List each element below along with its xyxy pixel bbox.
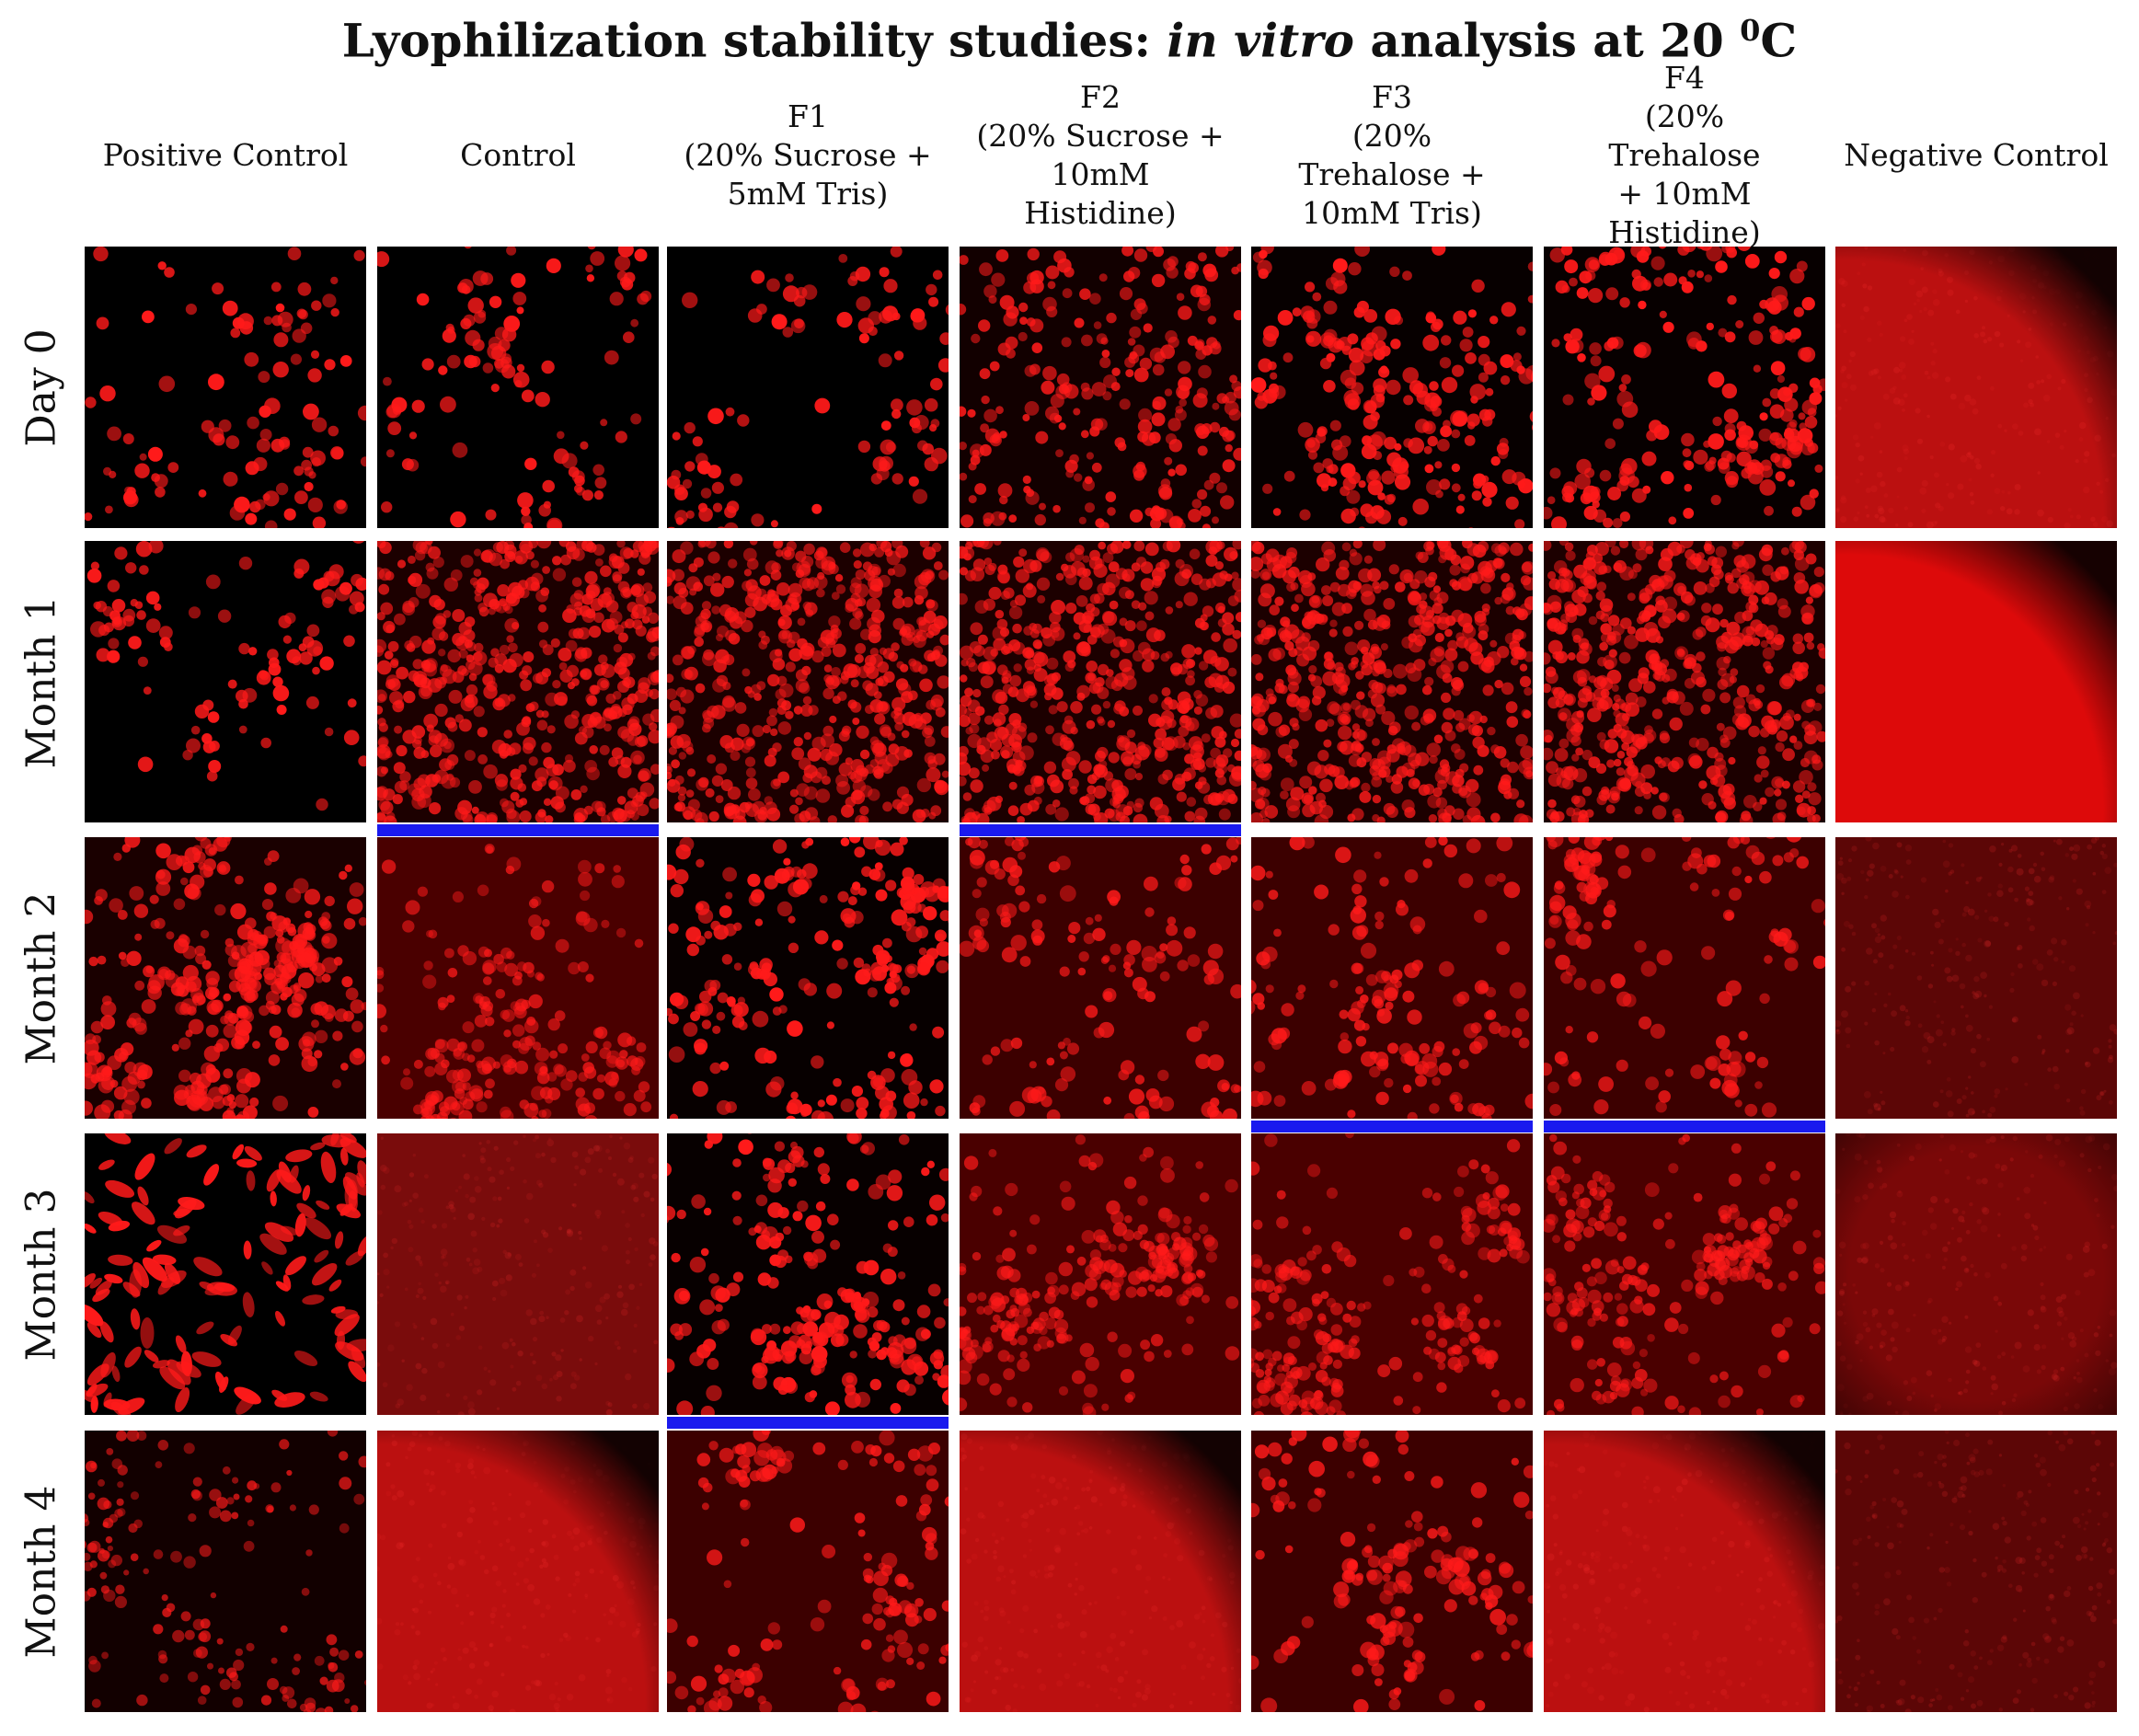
micrograph-month-2-f1 bbox=[667, 837, 949, 1119]
micrograph-day-0-f1 bbox=[667, 247, 949, 528]
row-label-text: Month 4 bbox=[17, 1485, 65, 1658]
flag-bar bbox=[1251, 1121, 1533, 1132]
row-label-month-2: Month 2 bbox=[0, 837, 83, 1119]
micrograph-day-0-positive-control bbox=[85, 247, 366, 528]
row-label-month-4: Month 4 bbox=[0, 1431, 83, 1712]
fluorescence-image bbox=[1251, 541, 1533, 822]
title-suffix: C bbox=[1760, 13, 1798, 68]
fluorescence-image bbox=[960, 837, 1241, 1119]
fluorescence-image bbox=[1544, 541, 1825, 822]
micrograph-month-1-f2 bbox=[960, 541, 1241, 822]
flag-bar bbox=[960, 824, 1241, 836]
micrograph-day-0-f3 bbox=[1251, 247, 1533, 528]
fluorescence-image bbox=[960, 1431, 1241, 1712]
fluorescence-image bbox=[667, 541, 949, 822]
row-label-text: Month 2 bbox=[17, 891, 65, 1064]
row-label-day-0: Day 0 bbox=[0, 247, 83, 528]
fluorescence-image bbox=[1835, 247, 2117, 528]
micrograph-month-1-f3 bbox=[1251, 541, 1533, 822]
column-header-f3: F3 (20% Trehalose + 10mM Tris) bbox=[1298, 78, 1486, 231]
micrograph-month-3-control bbox=[377, 1133, 659, 1415]
fluorescence-image bbox=[667, 1133, 949, 1415]
micrograph-month-4-positive-control bbox=[85, 1431, 366, 1712]
fluorescence-image bbox=[85, 247, 366, 528]
micrograph-month-1-control bbox=[377, 541, 659, 822]
micrograph-day-0-f2 bbox=[960, 247, 1241, 528]
micrograph-month-2-control bbox=[377, 837, 659, 1119]
fluorescence-image bbox=[377, 541, 659, 822]
micrograph-month-2-negative-control bbox=[1835, 837, 2117, 1119]
title-italic: in vitro bbox=[1167, 13, 1354, 68]
fluorescence-image bbox=[667, 247, 949, 528]
fluorescence-image bbox=[1251, 247, 1533, 528]
fluorescence-image bbox=[1835, 1431, 2117, 1712]
micrograph-month-4-f3 bbox=[1251, 1431, 1533, 1712]
fluorescence-image bbox=[960, 247, 1241, 528]
micrograph-month-1-positive-control bbox=[85, 541, 366, 822]
fluorescence-image bbox=[667, 837, 949, 1119]
micrograph-month-1-negative-control bbox=[1835, 541, 2117, 822]
fluorescence-image bbox=[85, 541, 366, 822]
micrograph-month-3-f4 bbox=[1544, 1133, 1825, 1415]
fluorescence-image bbox=[377, 1133, 659, 1415]
column-header-f2: F2 (20% Sucrose + 10mM Histidine) bbox=[976, 78, 1225, 231]
micrograph-month-4-f1 bbox=[667, 1431, 949, 1712]
flag-bar bbox=[667, 1417, 949, 1429]
row-label-text: Day 0 bbox=[17, 328, 65, 447]
column-header-control: Control bbox=[460, 136, 576, 173]
micrograph-month-3-positive-control bbox=[85, 1133, 366, 1415]
micrograph-month-3-f2 bbox=[960, 1133, 1241, 1415]
column-header-negative-control: Negative Control bbox=[1844, 136, 2109, 173]
micrograph-day-0-control bbox=[377, 247, 659, 528]
row-label-month-1: Month 1 bbox=[0, 541, 83, 822]
fluorescence-image bbox=[85, 837, 366, 1119]
micrograph-day-0-f4 bbox=[1544, 247, 1825, 528]
fluorescence-image bbox=[1251, 1431, 1533, 1712]
micrograph-month-2-f2 bbox=[960, 837, 1241, 1119]
fluorescence-image bbox=[1835, 541, 2117, 822]
fluorescence-image bbox=[1835, 837, 2117, 1119]
column-header-f4: F4 (20% Trehalose + 10mM Histidine) bbox=[1608, 59, 1761, 250]
fluorescence-image bbox=[1251, 837, 1533, 1119]
title-prefix: Lyophilization stability studies: bbox=[341, 13, 1167, 68]
column-header-f1: F1 (20% Sucrose + 5mM Tris) bbox=[684, 98, 932, 212]
title-superscript: 0 bbox=[1740, 13, 1761, 48]
micrograph-month-3-f1 bbox=[667, 1133, 949, 1415]
row-label-month-3: Month 3 bbox=[0, 1133, 83, 1415]
micrograph-month-3-negative-control bbox=[1835, 1133, 2117, 1415]
fluorescence-image bbox=[1544, 1431, 1825, 1712]
fluorescence-image bbox=[960, 1133, 1241, 1415]
micrograph-month-4-negative-control bbox=[1835, 1431, 2117, 1712]
fluorescence-image bbox=[85, 1133, 366, 1415]
column-header-positive-control: Positive Control bbox=[102, 136, 349, 173]
fluorescence-image bbox=[377, 837, 659, 1119]
fluorescence-image bbox=[1544, 1133, 1825, 1415]
micrograph-month-3-f3 bbox=[1251, 1133, 1533, 1415]
title-middle: analysis at 20 bbox=[1353, 13, 1741, 68]
micrograph-month-2-positive-control bbox=[85, 837, 366, 1119]
micrograph-month-1-f1 bbox=[667, 541, 949, 822]
micrograph-day-0-negative-control bbox=[1835, 247, 2117, 528]
fluorescence-image bbox=[667, 1431, 949, 1712]
fluorescence-image bbox=[1251, 1133, 1533, 1415]
fluorescence-image bbox=[960, 541, 1241, 822]
micrograph-month-4-f2 bbox=[960, 1431, 1241, 1712]
fluorescence-image bbox=[1544, 247, 1825, 528]
micrograph-month-2-f4 bbox=[1544, 837, 1825, 1119]
fluorescence-image bbox=[377, 1431, 659, 1712]
fluorescence-image bbox=[1835, 1133, 2117, 1415]
flag-bar bbox=[377, 824, 659, 836]
row-label-text: Month 3 bbox=[17, 1188, 65, 1361]
micrograph-month-4-control bbox=[377, 1431, 659, 1712]
row-label-text: Month 1 bbox=[17, 595, 65, 768]
micrograph-month-4-f4 bbox=[1544, 1431, 1825, 1712]
fluorescence-image bbox=[377, 247, 659, 528]
micrograph-month-2-f3 bbox=[1251, 837, 1533, 1119]
fluorescence-image bbox=[1544, 837, 1825, 1119]
flag-bar bbox=[1544, 1121, 1825, 1132]
fluorescence-image bbox=[85, 1431, 366, 1712]
micrograph-month-1-f4 bbox=[1544, 541, 1825, 822]
figure-title: Lyophilization stability studies: in vit… bbox=[0, 13, 2139, 68]
